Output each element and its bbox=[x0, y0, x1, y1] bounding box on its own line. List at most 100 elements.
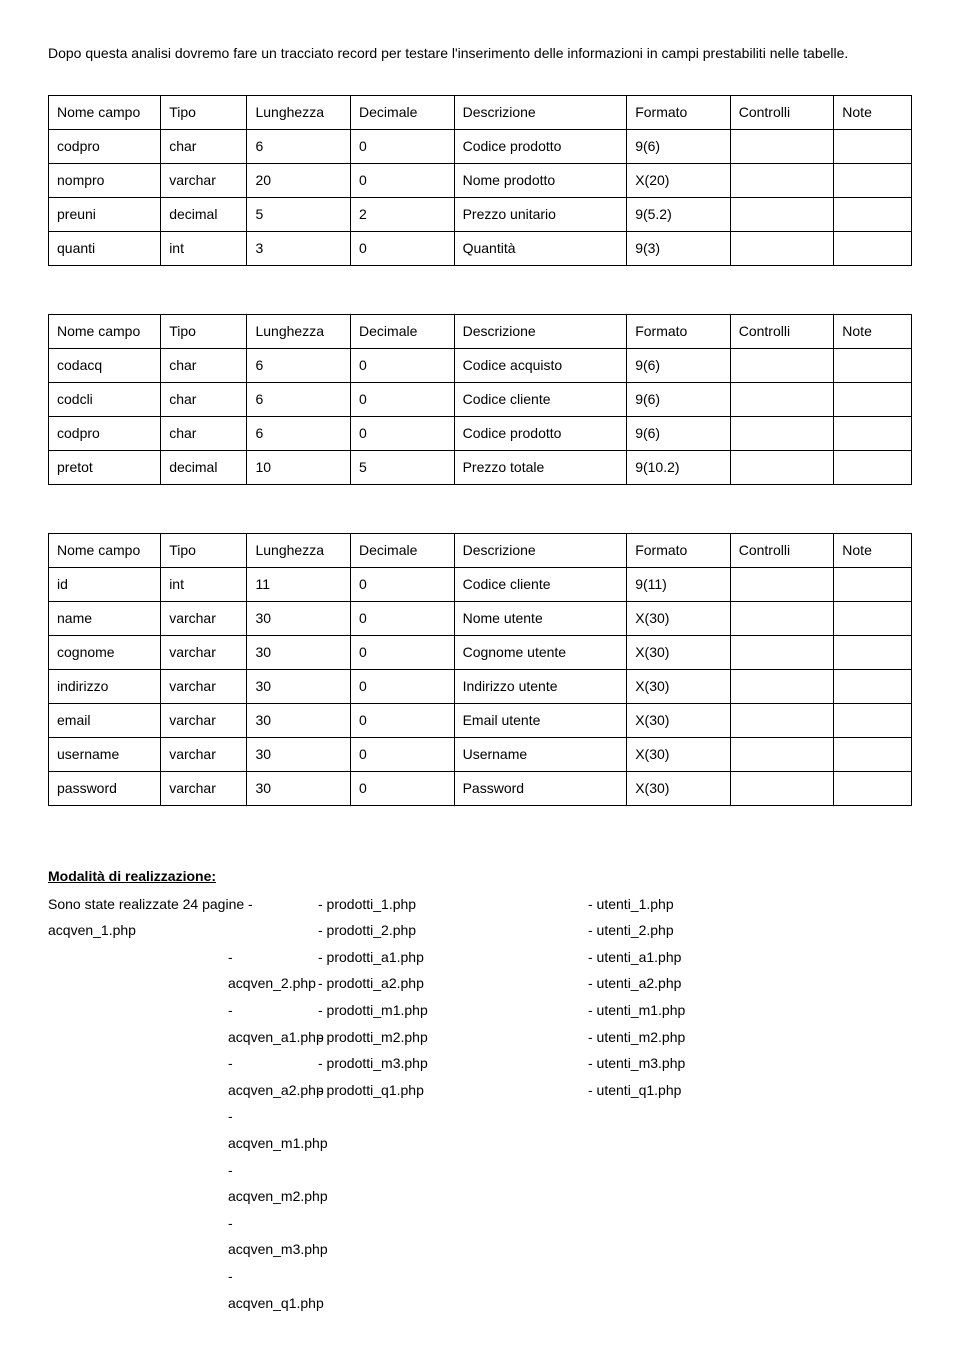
th-formato: Formato bbox=[627, 314, 731, 348]
cell-ctrl bbox=[730, 348, 834, 382]
cell-ctrl bbox=[730, 231, 834, 265]
cell-form: 9(10.2) bbox=[627, 450, 731, 484]
cell-note bbox=[834, 567, 912, 601]
cell-desc: Codice cliente bbox=[454, 567, 627, 601]
cell-desc: Email utente bbox=[454, 703, 627, 737]
page-file: - acqven_m1.php bbox=[48, 1103, 318, 1156]
cell-dec: 0 bbox=[351, 416, 455, 450]
cell-form: 9(5.2) bbox=[627, 197, 731, 231]
cell-dec: 0 bbox=[351, 771, 455, 805]
page-file: - prodotti_2.php bbox=[318, 917, 588, 944]
page-file: - prodotti_m3.php bbox=[318, 1050, 588, 1077]
page-file: - utenti_m1.php bbox=[588, 997, 858, 1024]
cell-nome: password bbox=[49, 771, 161, 805]
cell-dec: 0 bbox=[351, 163, 455, 197]
page-file: - acqven_m2.php bbox=[48, 1157, 318, 1210]
cell-lung: 20 bbox=[247, 163, 351, 197]
cell-desc: Username bbox=[454, 737, 627, 771]
pages-col-3: - utenti_1.php- utenti_2.php- utenti_a1.… bbox=[588, 891, 858, 1317]
cell-nome: pretot bbox=[49, 450, 161, 484]
cell-ctrl bbox=[730, 635, 834, 669]
page-file: - utenti_a1.php bbox=[588, 944, 858, 971]
th-nome: Nome campo bbox=[49, 95, 161, 129]
page-file: - acqven_a2.php bbox=[48, 1050, 318, 1103]
th-decimale: Decimale bbox=[351, 314, 455, 348]
table-row: usernamevarchar300UsernameX(30) bbox=[49, 737, 912, 771]
cell-form: X(30) bbox=[627, 737, 731, 771]
cell-lung: 30 bbox=[247, 635, 351, 669]
th-decimale: Decimale bbox=[351, 533, 455, 567]
cell-lung: 6 bbox=[247, 129, 351, 163]
cell-dec: 0 bbox=[351, 129, 455, 163]
cell-note bbox=[834, 601, 912, 635]
cell-ctrl bbox=[730, 163, 834, 197]
cell-nome: id bbox=[49, 567, 161, 601]
th-formato: Formato bbox=[627, 533, 731, 567]
intro-text: Dopo questa analisi dovremo fare un trac… bbox=[48, 40, 912, 67]
cell-nome: username bbox=[49, 737, 161, 771]
cell-ctrl bbox=[730, 669, 834, 703]
cell-nome: nompro bbox=[49, 163, 161, 197]
cell-tipo: int bbox=[161, 231, 247, 265]
cell-form: X(20) bbox=[627, 163, 731, 197]
cell-note bbox=[834, 635, 912, 669]
page-file: - acqven_a1.php bbox=[48, 997, 318, 1050]
cell-note bbox=[834, 129, 912, 163]
cell-desc: Codice prodotto bbox=[454, 416, 627, 450]
th-tipo: Tipo bbox=[161, 314, 247, 348]
cell-form: X(30) bbox=[627, 635, 731, 669]
th-tipo: Tipo bbox=[161, 533, 247, 567]
cell-tipo: varchar bbox=[161, 771, 247, 805]
th-controlli: Controlli bbox=[730, 314, 834, 348]
cell-form: 9(3) bbox=[627, 231, 731, 265]
cell-nome: codacq bbox=[49, 348, 161, 382]
cell-ctrl bbox=[730, 567, 834, 601]
cell-lung: 30 bbox=[247, 669, 351, 703]
cell-tipo: varchar bbox=[161, 737, 247, 771]
cell-note bbox=[834, 348, 912, 382]
cell-tipo: decimal bbox=[161, 197, 247, 231]
cell-form: 9(6) bbox=[627, 348, 731, 382]
table-row: codprochar60Codice prodotto9(6) bbox=[49, 416, 912, 450]
cell-form: 9(6) bbox=[627, 416, 731, 450]
cell-dec: 0 bbox=[351, 703, 455, 737]
cell-desc: Codice acquisto bbox=[454, 348, 627, 382]
cell-ctrl bbox=[730, 771, 834, 805]
page-file: - acqven_m3.php bbox=[48, 1210, 318, 1263]
th-descrizione: Descrizione bbox=[454, 95, 627, 129]
table-header-row: Nome campo Tipo Lunghezza Decimale Descr… bbox=[49, 95, 912, 129]
cell-lung: 11 bbox=[247, 567, 351, 601]
th-nome: Nome campo bbox=[49, 533, 161, 567]
table-row: idint110Codice cliente9(11) bbox=[49, 567, 912, 601]
cell-dec: 2 bbox=[351, 197, 455, 231]
cell-note bbox=[834, 450, 912, 484]
table-row: quantiint30Quantità9(3) bbox=[49, 231, 912, 265]
table-row: cognomevarchar300Cognome utenteX(30) bbox=[49, 635, 912, 669]
page-file: - utenti_2.php bbox=[588, 917, 858, 944]
cell-dec: 0 bbox=[351, 669, 455, 703]
table-row: preunidecimal52Prezzo unitario9(5.2) bbox=[49, 197, 912, 231]
cell-nome: codcli bbox=[49, 382, 161, 416]
table-row: emailvarchar300Email utenteX(30) bbox=[49, 703, 912, 737]
cell-dec: 5 bbox=[351, 450, 455, 484]
page-file: - prodotti_m1.php bbox=[318, 997, 588, 1024]
cell-ctrl bbox=[730, 129, 834, 163]
cell-note bbox=[834, 737, 912, 771]
cell-desc: Nome prodotto bbox=[454, 163, 627, 197]
cell-tipo: char bbox=[161, 348, 247, 382]
cell-form: 9(6) bbox=[627, 382, 731, 416]
cell-dec: 0 bbox=[351, 601, 455, 635]
page-file: - prodotti_q1.php bbox=[318, 1077, 588, 1104]
cell-dec: 0 bbox=[351, 231, 455, 265]
page-file: - acqven_2.php bbox=[48, 944, 318, 997]
pages-col-1: Sono state realizzate 24 pagine - acqven… bbox=[48, 891, 318, 1317]
cell-tipo: char bbox=[161, 416, 247, 450]
cell-tipo: decimal bbox=[161, 450, 247, 484]
cell-nome: codpro bbox=[49, 416, 161, 450]
page-file: - utenti_m2.php bbox=[588, 1024, 858, 1051]
cell-form: 9(6) bbox=[627, 129, 731, 163]
cell-note bbox=[834, 382, 912, 416]
cell-form: X(30) bbox=[627, 601, 731, 635]
cell-ctrl bbox=[730, 450, 834, 484]
th-controlli: Controlli bbox=[730, 95, 834, 129]
